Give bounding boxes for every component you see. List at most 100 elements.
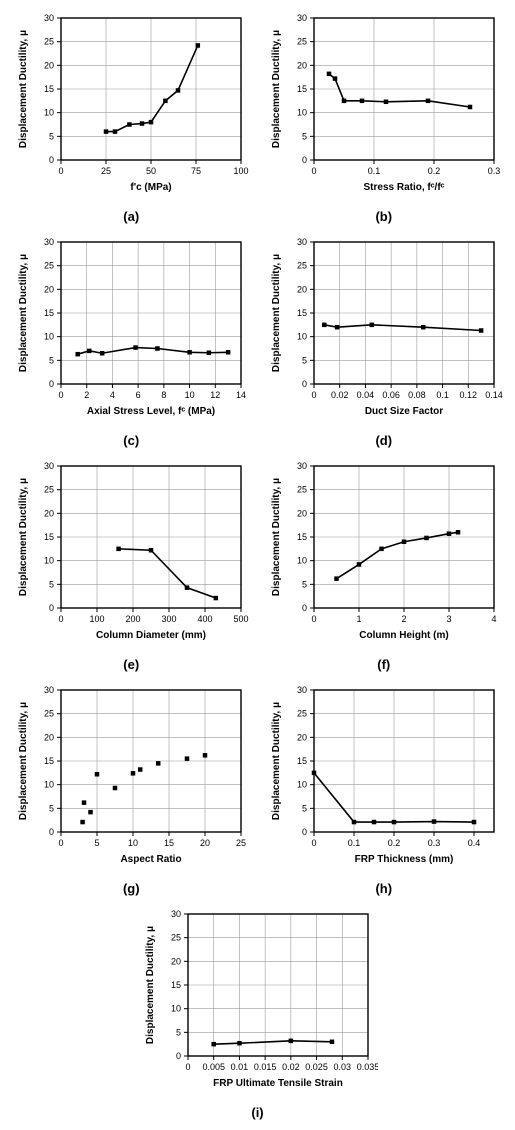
data-marker: [226, 350, 231, 355]
ytick-label: 30: [297, 461, 307, 471]
ytick-label: 5: [302, 355, 307, 365]
ytick-label: 25: [297, 709, 307, 719]
chart-h: 00.10.20.30.4051015202530FRP Thickness (…: [264, 682, 504, 877]
subplot-label: (g): [123, 881, 140, 896]
xtick-label: 0.03: [333, 1062, 351, 1072]
ytick-label: 0: [302, 379, 307, 389]
ytick-label: 20: [44, 508, 54, 518]
ytick-label: 20: [170, 956, 180, 966]
data-marker: [196, 43, 201, 48]
xtick-label: 1: [356, 614, 361, 624]
xtick-label: 0: [311, 614, 316, 624]
data-marker: [207, 351, 212, 356]
ytick-label: 20: [297, 284, 307, 294]
xtick-label: 0: [59, 166, 64, 176]
data-marker: [392, 820, 397, 825]
xtick-label: 20: [200, 838, 210, 848]
data-marker: [335, 325, 340, 330]
xtick-label: 0: [311, 166, 316, 176]
y-axis-label: Displacement Ductility, μ: [18, 254, 29, 372]
xtick-label: 0.08: [408, 390, 426, 400]
xtick-label: 0.06: [382, 390, 400, 400]
ytick-label: 5: [49, 131, 54, 141]
ytick-label: 20: [297, 60, 307, 70]
xtick-label: 0.035: [356, 1062, 377, 1072]
xtick-label: 25: [236, 838, 246, 848]
xtick-label: 0.01: [230, 1062, 248, 1072]
chart-c: 02468101214051015202530Axial Stress Leve…: [11, 234, 251, 429]
data-marker: [456, 530, 461, 535]
data-marker: [156, 761, 161, 766]
data-marker: [82, 800, 87, 805]
xtick-label: 200: [126, 614, 141, 624]
x-axis-label: Axial Stress Level, fᶜ (MPa): [87, 406, 215, 417]
xtick-label: 10: [185, 390, 195, 400]
chart-d: 00.020.040.060.080.10.120.14051015202530…: [264, 234, 504, 429]
x-axis-label: Stress Ratio, fᶜ/fᶜ: [363, 182, 444, 193]
y-axis-label: Displacement Ductility, μ: [271, 30, 282, 148]
subplot-label: (f): [377, 657, 390, 672]
ytick-label: 30: [297, 13, 307, 23]
data-marker: [113, 129, 118, 134]
xtick-label: 25: [101, 166, 111, 176]
xtick-label: 6: [136, 390, 141, 400]
xtick-label: 0.3: [487, 166, 500, 176]
chart-wrap-a: 0255075100051015202530f'c (MPa)Displacem…: [10, 10, 253, 224]
subplot-label: (d): [375, 433, 392, 448]
ytick-label: 15: [44, 84, 54, 94]
ytick-label: 25: [44, 261, 54, 271]
y-axis-label: Displacement Ductility, μ: [145, 926, 156, 1044]
data-marker: [432, 819, 437, 824]
ytick-label: 10: [170, 1004, 180, 1014]
xtick-label: 0.02: [331, 390, 349, 400]
ytick-label: 0: [302, 603, 307, 613]
y-axis-label: Displacement Ductility, μ: [18, 478, 29, 596]
x-axis-label: Column Diameter (mm): [96, 630, 206, 641]
xtick-label: 0: [59, 838, 64, 848]
y-axis-label: Displacement Ductility, μ: [18, 30, 29, 148]
ytick-label: 15: [297, 308, 307, 318]
data-marker: [188, 350, 193, 355]
ytick-label: 30: [44, 13, 54, 23]
subplot-label: (b): [375, 209, 392, 224]
data-marker: [131, 771, 136, 776]
chart-wrap-i: 00.0050.010.0150.020.0250.030.0350510152…: [138, 906, 378, 1120]
x-axis-label: FRP Ultimate Tensile Strain: [213, 1078, 343, 1089]
data-marker: [176, 88, 181, 93]
xtick-label: 50: [146, 166, 156, 176]
chart-wrap-g: 0510152025051015202530Aspect RatioDispla…: [10, 682, 253, 896]
ytick-label: 0: [49, 155, 54, 165]
ytick-label: 30: [44, 685, 54, 695]
data-marker: [203, 753, 208, 758]
ytick-label: 15: [297, 84, 307, 94]
xtick-label: 0.1: [436, 390, 449, 400]
ytick-label: 15: [44, 756, 54, 766]
data-marker: [163, 99, 168, 104]
xtick-label: 2: [401, 614, 406, 624]
ytick-label: 5: [302, 131, 307, 141]
data-marker: [312, 771, 317, 776]
ytick-label: 10: [44, 556, 54, 566]
ytick-label: 15: [170, 980, 180, 990]
data-marker: [138, 767, 143, 772]
data-marker: [342, 99, 347, 104]
data-marker: [334, 576, 339, 581]
ytick-label: 10: [297, 780, 307, 790]
xtick-label: 100: [90, 614, 105, 624]
xtick-label: 0.2: [387, 838, 400, 848]
ytick-label: 5: [49, 803, 54, 813]
ytick-label: 25: [297, 261, 307, 271]
data-marker: [369, 323, 374, 328]
x-axis-label: Duct Size Factor: [365, 406, 443, 417]
xtick-label: 14: [236, 390, 246, 400]
data-marker: [329, 1040, 334, 1045]
chart-wrap-f: 01234051015202530Column Height (m)Displa…: [263, 458, 506, 672]
data-marker: [134, 345, 139, 350]
xtick-label: 100: [234, 166, 249, 176]
data-marker: [421, 325, 426, 330]
xtick-label: 12: [211, 390, 221, 400]
xtick-label: 0.4: [467, 838, 480, 848]
ytick-label: 10: [44, 108, 54, 118]
subplot-label: (i): [251, 1105, 263, 1120]
xtick-label: 0.2: [427, 166, 440, 176]
